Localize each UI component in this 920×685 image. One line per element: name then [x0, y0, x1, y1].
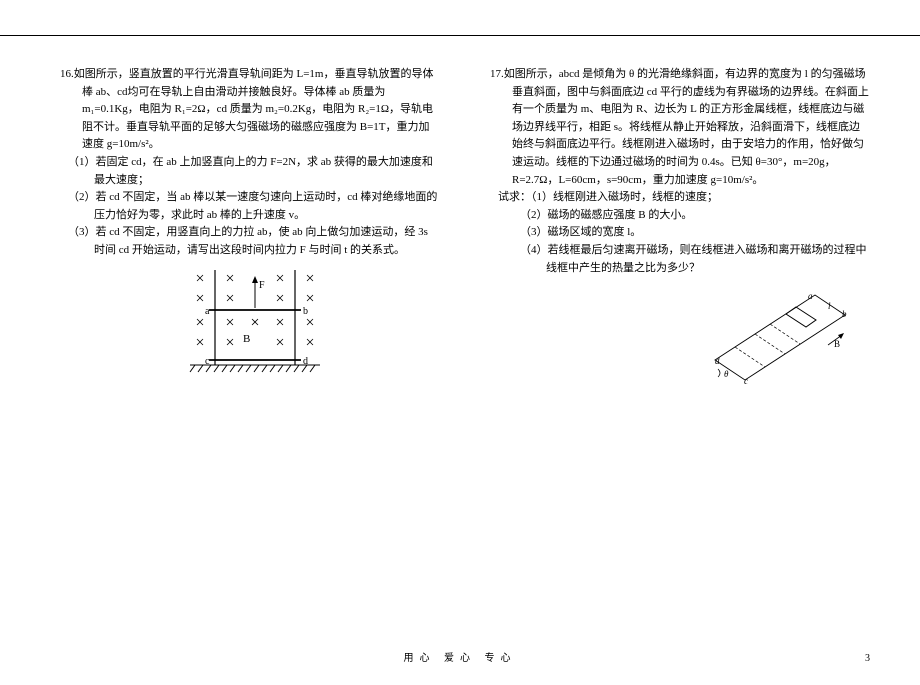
page-number: 3 [865, 651, 870, 667]
p16-q3: （3）若 cd 不固定，用竖直向上的力拉 ab，使 ab 向上做匀加速运动，经 … [72, 224, 440, 259]
svg-text:b: b [842, 309, 847, 319]
p17-head-text: 如图所示，abcd 是倾角为 θ 的光滑绝缘斜面，有边界的宽度为 l 的匀强磁场… [504, 68, 869, 186]
left-column: 16.如图所示，竖直放置的平行光滑直导轨间距为 L=1m，垂直导轨放置的导体棒 … [60, 66, 440, 394]
svg-text:d: d [715, 356, 720, 366]
svg-text:θ: θ [724, 369, 729, 379]
p17-ask: 试求：（1）线框刚进入磁场时，线框的速度； [502, 189, 870, 207]
p16-q2: （2）若 cd 不固定，当 ab 棒以某一速度匀速向上运动时，cd 棒对绝缘地面… [72, 189, 440, 224]
p16-head-text: 如图所示，竖直放置的平行光滑直导轨间距为 L=1m，垂直导轨放置的导体棒 ab、… [74, 68, 434, 150]
p17-stem: 17.如图所示，abcd 是倾角为 θ 的光滑绝缘斜面，有边界的宽度为 l 的匀… [490, 66, 870, 189]
rail-diagram-svg: ab cd [175, 270, 325, 380]
diagram-16: ab cd [60, 270, 440, 387]
diagram-17: a b d c l B θ [490, 287, 870, 394]
p16-q1: （1）若固定 cd，在 ab 上加竖直向上的力 F=2N，求 ab 获得的最大加… [72, 154, 440, 189]
svg-text:b: b [303, 306, 308, 317]
right-column: 17.如图所示，abcd 是倾角为 θ 的光滑绝缘斜面，有边界的宽度为 l 的匀… [490, 66, 870, 394]
p17-q3: （3）磁场区域的宽度 l。 [490, 224, 870, 242]
problem-16: 16.如图所示，竖直放置的平行光滑直导轨间距为 L=1m，垂直导轨放置的导体棒 … [60, 66, 440, 260]
footer-motto: 用心 爱心 专心 [0, 651, 920, 667]
svg-text:a: a [205, 306, 210, 317]
p17-q2: （2）磁场的磁感应强度 B 的大小。 [490, 207, 870, 225]
p17-num: 17. [490, 68, 504, 80]
svg-text:l: l [828, 301, 831, 311]
svg-text:a: a [808, 291, 813, 301]
svg-text:F: F [259, 280, 265, 291]
svg-text:c: c [744, 376, 748, 386]
p17-q4: （4）若线框最后匀速离开磁场，则在线框进入磁场和离开磁场的过程中线框中产生的热量… [490, 242, 870, 277]
problem-17: 17.如图所示，abcd 是倾角为 θ 的光滑绝缘斜面，有边界的宽度为 l 的匀… [490, 66, 870, 277]
p16-num: 16. [60, 68, 74, 80]
svg-text:B: B [243, 333, 250, 345]
incline-diagram-svg: a b d c l B θ [700, 287, 850, 387]
p16-stem: 16.如图所示，竖直放置的平行光滑直导轨间距为 L=1m，垂直导轨放置的导体棒 … [60, 66, 440, 154]
svg-text:B: B [834, 339, 840, 349]
